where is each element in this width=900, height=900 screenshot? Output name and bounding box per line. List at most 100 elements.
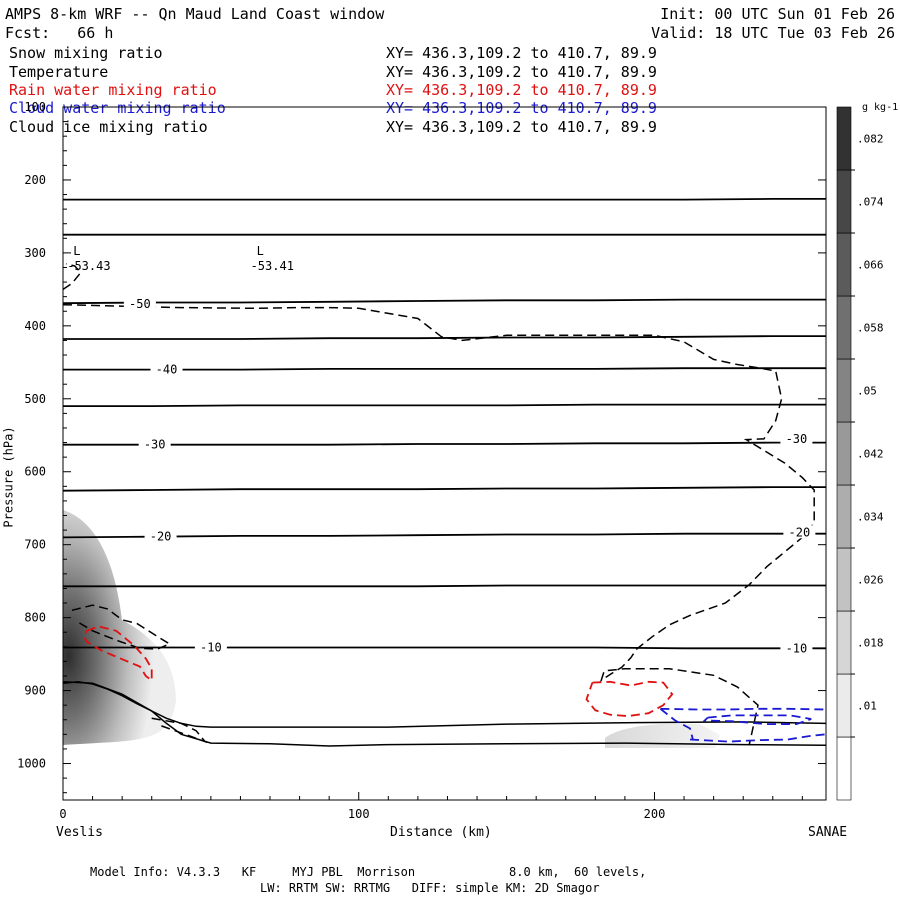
colorbar-swatch — [836, 232, 852, 297]
y-tick-label: 500 — [24, 392, 46, 406]
field-name-cloud-ice: Cloud ice mixing ratio — [9, 118, 208, 136]
colorbar-swatch — [836, 295, 852, 360]
x-tick-label: 100 — [348, 807, 370, 821]
isotherm-label: -20 — [150, 530, 172, 544]
isotherm-label-bg — [150, 362, 183, 376]
temperature-isotherm-7 — [63, 486, 826, 492]
y-tick-label: 900 — [24, 684, 46, 698]
field-xy-snow: XY= 436.3,109.2 to 410.7, 89.9 — [386, 44, 657, 62]
cloud-water-contour-0 — [660, 707, 826, 711]
colorbar-swatch — [836, 547, 852, 612]
x-tick-label: 0 — [59, 807, 66, 821]
low-value: -53.43 — [67, 259, 110, 273]
snow-shading-sanae — [605, 723, 720, 748]
model-info-line2: LW: RRTM SW: RRTMG DIFF: simple KM: 2D S… — [260, 881, 600, 895]
isotherm-label-bg — [138, 437, 171, 451]
colorbar-swatch — [836, 169, 852, 234]
isotherm-label: -30 — [144, 438, 166, 452]
snow-shading-veslis — [63, 510, 176, 745]
temperature-isotherm-6 — [63, 441, 826, 446]
colorbar-label: .018 — [857, 637, 884, 650]
forecast-hour: Fcst: 66 h — [5, 24, 114, 42]
x-axis-title: Distance (km) — [390, 825, 492, 840]
y-axis-title: Pressure (hPa) — [1, 426, 16, 528]
colorbar-swatch — [836, 421, 852, 486]
colorbar-unit: g kg-1 — [862, 102, 898, 113]
colorbar-label: .058 — [857, 322, 884, 335]
colorbar-label: .066 — [857, 259, 884, 272]
temperature-isotherm-8 — [63, 532, 826, 539]
y-tick-label: 800 — [24, 611, 46, 625]
isotherm-label: -10 — [200, 641, 222, 655]
isotherm-label: -30 — [786, 432, 808, 446]
cloud-ice-contour-1 — [63, 263, 82, 291]
valid-time: Valid: 18 UTC Tue 03 Feb 26 — [651, 24, 895, 42]
temperature-isotherm-3 — [63, 335, 826, 340]
colorbar-label: .082 — [857, 133, 884, 146]
y-tick-label: 600 — [24, 465, 46, 479]
field-xy-temperature: XY= 436.3,109.2 to 410.7, 89.9 — [386, 63, 657, 81]
isotherm-label-bg — [780, 641, 813, 655]
colorbar-label: .042 — [857, 448, 884, 461]
isotherm-label: -50 — [129, 297, 151, 311]
temperature-isotherm-9 — [63, 584, 826, 588]
colorbar-label: .034 — [857, 511, 884, 524]
cloud-ice-contour-3 — [151, 717, 208, 744]
x-tick-label: 200 — [644, 807, 666, 821]
low-value: -53.41 — [251, 259, 294, 273]
cloud-ice-contour-0 — [63, 303, 815, 746]
colorbar-label: .01 — [857, 700, 877, 713]
field-name-cloud-water: Cloud water mixing ratio — [9, 99, 226, 117]
colorbar-swatch — [836, 106, 852, 171]
low-symbol: L — [257, 244, 264, 258]
y-tick-label: 100 — [24, 100, 46, 114]
temperature-isotherm-2 — [63, 298, 826, 305]
colorbar-swatch — [836, 673, 852, 738]
x-start-label: Veslis — [56, 825, 103, 840]
colorbar-label: .05 — [857, 385, 877, 398]
colorbar-swatch — [836, 736, 852, 801]
cloud-water-contour-1 — [689, 733, 826, 743]
y-tick-label: 1000 — [17, 757, 46, 771]
field-xy-cloud-water: XY= 436.3,109.2 to 410.7, 89.9 — [386, 99, 657, 117]
isotherm-label-bg — [783, 525, 816, 539]
plot-frame — [62, 106, 827, 801]
field-name-rain: Rain water mixing ratio — [9, 81, 217, 99]
y-tick-label: 300 — [24, 246, 46, 260]
temperature-isotherm-4 — [63, 367, 826, 371]
field-xy-cloud-ice: XY= 436.3,109.2 to 410.7, 89.9 — [386, 118, 657, 136]
isotherm-label-bg — [144, 529, 177, 543]
y-tick-label: 200 — [24, 173, 46, 187]
model-info-line1: Model Info: V4.3.3 KF MYJ PBL Morrison 8… — [90, 865, 647, 879]
temperature-isotherm-10 — [63, 646, 826, 650]
rain-water-contour-1 — [585, 680, 674, 718]
isotherm-label: -10 — [786, 641, 808, 655]
low-symbol: L — [73, 244, 80, 258]
field-name-temperature: Temperature — [9, 63, 109, 81]
rain-water-contour-0 — [82, 625, 153, 683]
x-end-label: SANAE — [808, 825, 848, 840]
isotherm-label: -40 — [156, 363, 178, 377]
init-time: Init: 00 UTC Sun 01 Feb 26 — [660, 5, 895, 23]
colorbar-unit-text: g kg-1 — [862, 102, 899, 113]
colorbar-label: .026 — [857, 574, 884, 587]
isotherm-label-bg — [123, 296, 156, 310]
isotherm-label-bg — [194, 640, 227, 654]
y-tick-label: 700 — [24, 538, 46, 552]
cloud-water-contour-3 — [702, 714, 812, 725]
terrain-surface-line-1 — [63, 681, 826, 747]
temperature-isotherm-5 — [63, 403, 826, 407]
cloud-ice-contour-2 — [71, 604, 172, 650]
temperature-isotherm-0 — [63, 198, 826, 201]
colorbar-swatch — [836, 610, 852, 675]
isotherm-label: -20 — [789, 525, 811, 539]
field-xy-rain: XY= 436.3,109.2 to 410.7, 89.9 — [386, 81, 657, 99]
y-tick-label: 400 — [24, 319, 46, 333]
colorbar-swatch — [836, 358, 852, 423]
field-name-snow: Snow mixing ratio — [9, 44, 163, 62]
colorbar-swatch — [836, 484, 852, 549]
chart-title: AMPS 8-km WRF -- Qn Maud Land Coast wind… — [5, 5, 385, 23]
colorbar-label: .074 — [857, 196, 884, 209]
isotherm-label-bg — [780, 431, 813, 445]
